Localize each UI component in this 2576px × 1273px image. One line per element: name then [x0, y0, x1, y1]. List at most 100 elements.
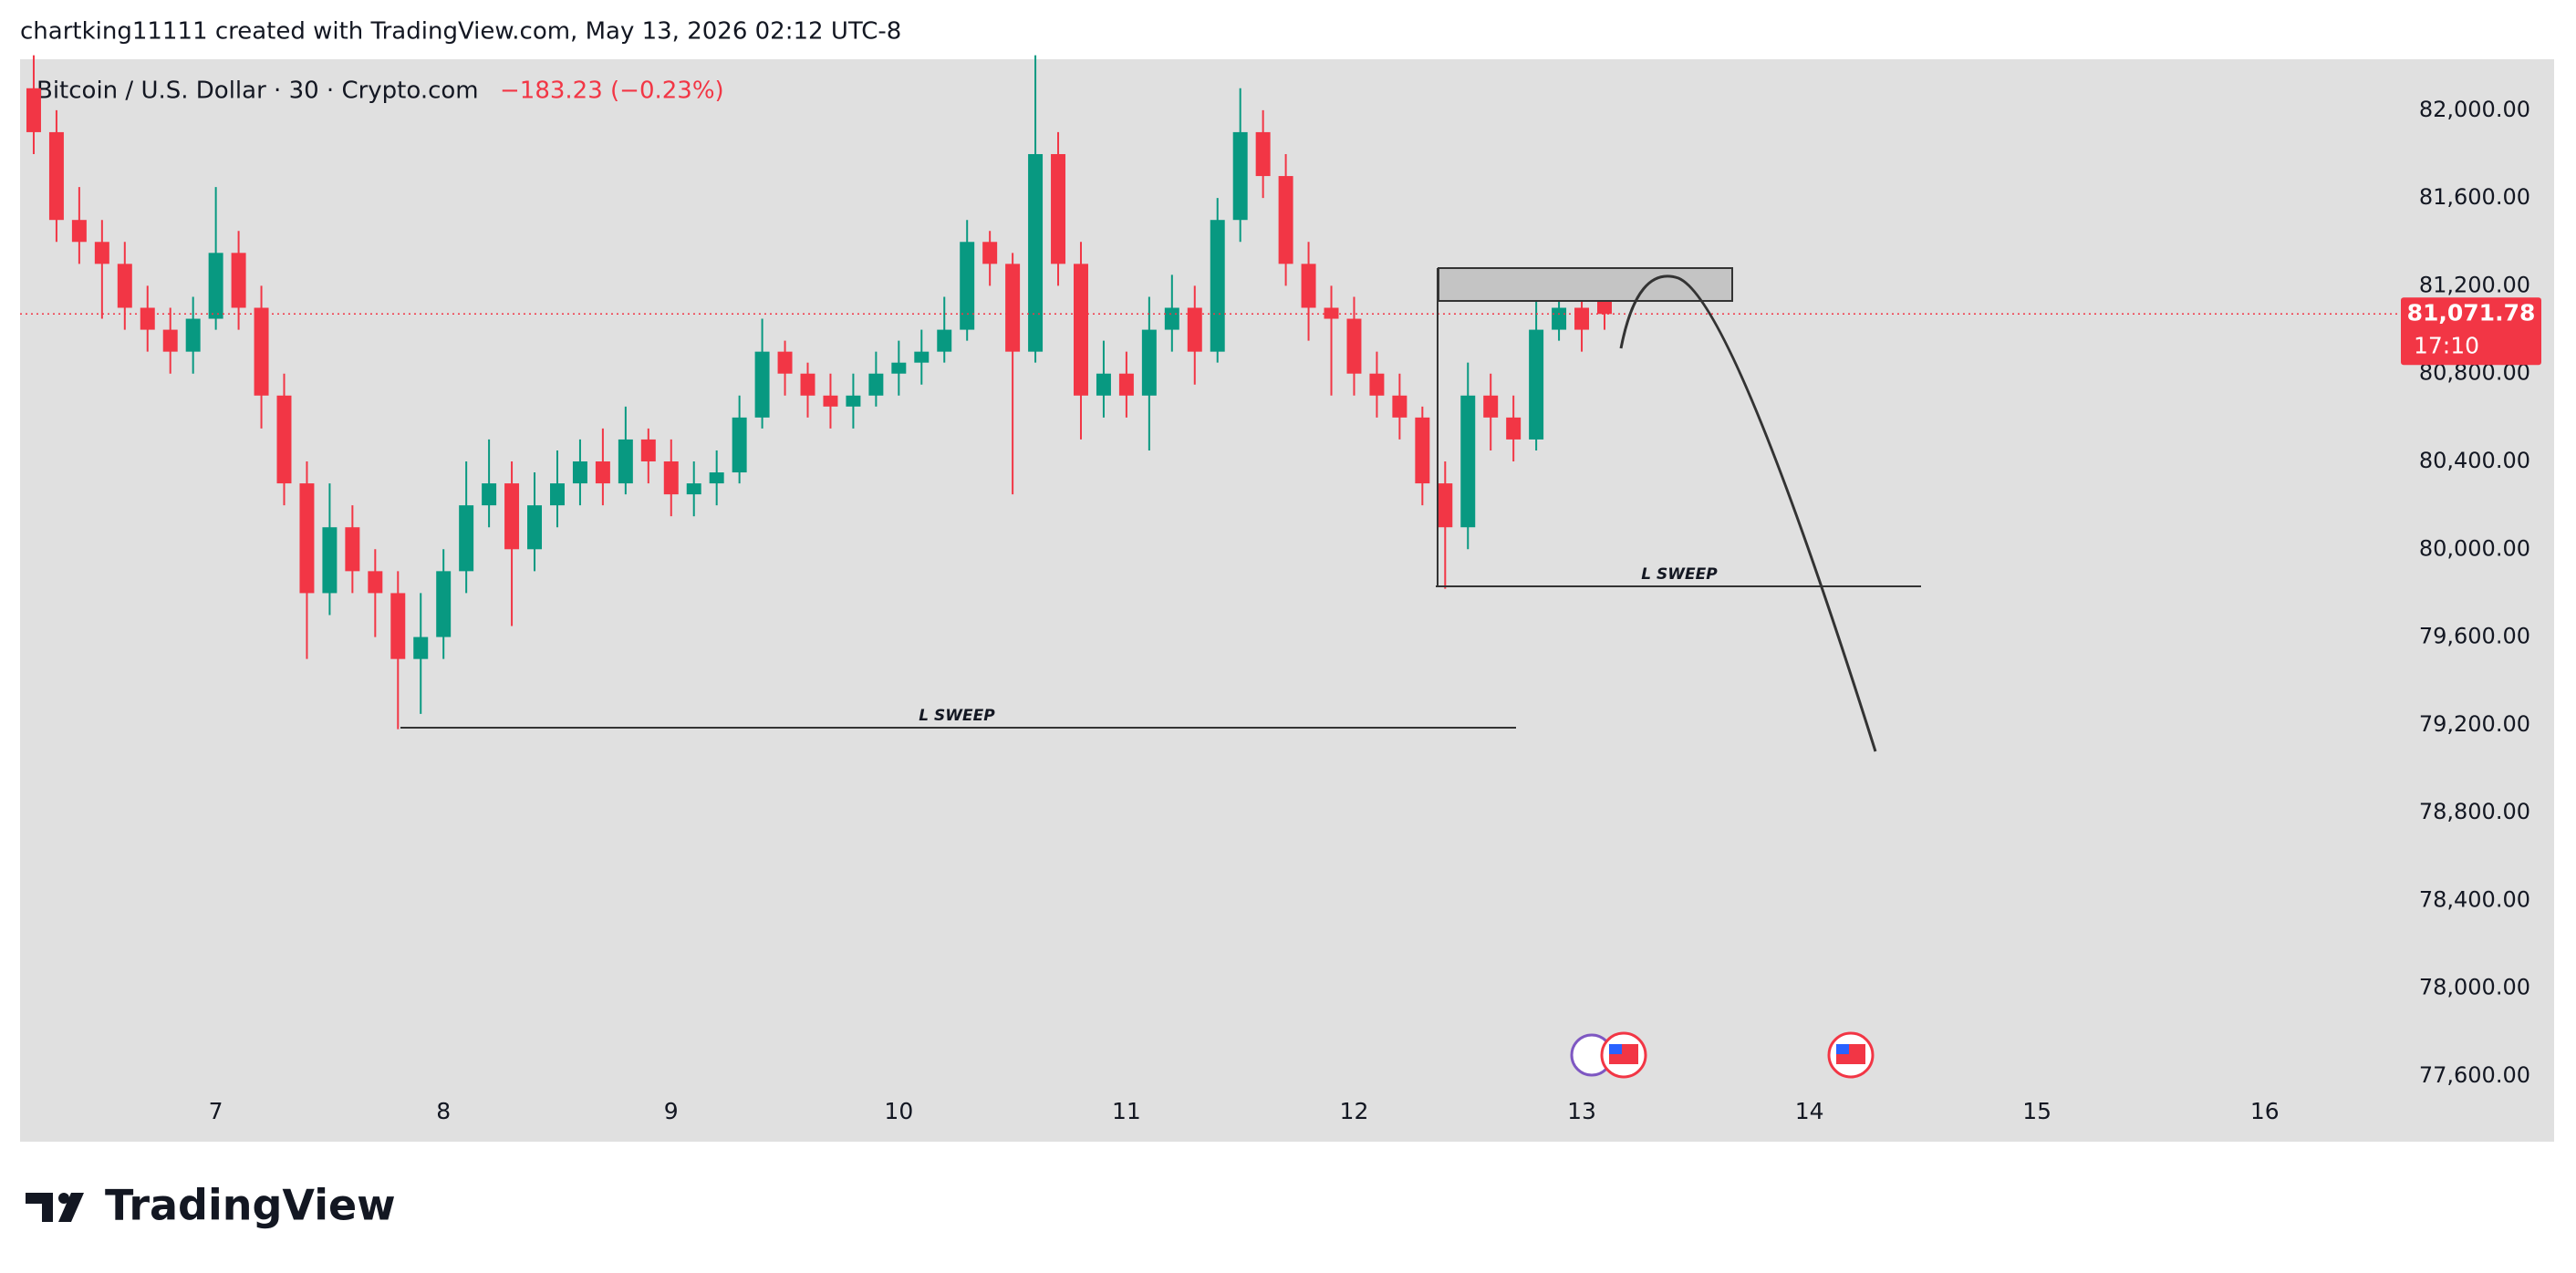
- candle-body: [1255, 131, 1271, 177]
- y-tick-label: 80,400.00: [2419, 448, 2530, 473]
- candle-body: [1392, 395, 1407, 418]
- candle-body: [117, 264, 132, 308]
- brand: TradingView: [105, 1181, 396, 1230]
- annotation: L SWEEP: [1641, 565, 1718, 584]
- candle-body: [1232, 131, 1248, 221]
- candle-body: [162, 329, 178, 352]
- candle-body: [368, 571, 383, 594]
- candle-body: [1096, 373, 1111, 396]
- candle-body: [1187, 307, 1202, 352]
- x-tick-label: 11: [1112, 1098, 1141, 1124]
- candle-body: [1005, 264, 1021, 352]
- candle-body: [640, 439, 656, 462]
- x-tick-label: 13: [1567, 1098, 1596, 1124]
- candle-body: [1346, 318, 1362, 374]
- candle-body: [1438, 483, 1453, 528]
- candle-body: [390, 593, 406, 659]
- candle-body: [322, 527, 338, 594]
- y-tick-label: 82,000.00: [2419, 97, 2530, 122]
- plot: 77,600.00 78,000.00 78,400.00 78,800.00 79,2…: [20, 55, 2541, 1142]
- symbol-title: Bitcoin / U.S. Dollar · 30 · Crypto.com: [36, 78, 479, 105]
- y-tick-label: 78,800.00: [2419, 799, 2530, 824]
- candle-body: [846, 395, 861, 407]
- candle-body: [1460, 395, 1476, 528]
- candle-body: [1324, 307, 1339, 319]
- x-tick-label: 15: [2022, 1098, 2051, 1124]
- candle-body: [1118, 373, 1134, 396]
- candle-body: [413, 636, 429, 659]
- candle-body: [185, 318, 201, 352]
- candle-body: [1278, 176, 1293, 264]
- event-icon[interactable]: [1570, 1031, 1647, 1079]
- candle-body: [254, 307, 269, 396]
- candle-body: [231, 253, 246, 308]
- candle-body: [94, 242, 109, 264]
- candle-body: [459, 505, 474, 572]
- candle-body: [800, 373, 815, 396]
- candle-body: [527, 505, 543, 550]
- x-tick-label: 14: [1795, 1098, 1824, 1124]
- candle-body: [618, 439, 633, 484]
- candle-body: [777, 351, 793, 374]
- y-tick-label: 79,600.00: [2419, 624, 2530, 649]
- brand-logo: [26, 1193, 84, 1222]
- candle-body: [140, 307, 155, 330]
- y-tick-label: 77,600.00: [2419, 1062, 2530, 1088]
- candle-body: [823, 395, 838, 407]
- candle-body: [1574, 307, 1590, 330]
- y-tick-label: 78,000.00: [2419, 975, 2530, 1000]
- candle-body: [276, 395, 292, 484]
- y-tick-label: 79,200.00: [2419, 711, 2530, 737]
- zone-box: [1438, 267, 1733, 302]
- event-icon[interactable]: [1827, 1031, 1875, 1079]
- y-tick-label: 81,600.00: [2419, 184, 2530, 210]
- candle-body: [732, 417, 747, 473]
- candle-body: [1301, 264, 1316, 308]
- candle-body: [208, 253, 223, 319]
- candle-body: [1210, 220, 1225, 352]
- candle-body: [549, 483, 565, 506]
- last-price-label: 81,071.78: [2407, 299, 2536, 326]
- y-tick-label: 78,400.00: [2419, 886, 2530, 912]
- y-tick-label: 80,000.00: [2419, 535, 2530, 561]
- candle-body: [709, 472, 724, 484]
- candle-body: [1369, 373, 1385, 396]
- countdown: 17:10: [2414, 332, 2479, 358]
- candle-body: [436, 571, 452, 637]
- y-tick-label: 81,200.00: [2419, 272, 2530, 297]
- candle-body: [663, 461, 679, 495]
- candle-body: [1529, 329, 1544, 440]
- candle-body: [1141, 329, 1157, 396]
- candle-body: [891, 362, 907, 374]
- price-change: −183.23 (−0.23%): [500, 78, 724, 105]
- candle-body: [26, 88, 41, 132]
- candle-body: [1164, 307, 1179, 330]
- candle-body: [572, 461, 587, 484]
- candle-body: [1051, 153, 1066, 264]
- candle-body: [914, 351, 930, 363]
- last-price-tag: [2401, 297, 2541, 366]
- candle-body: [937, 329, 952, 352]
- candle-body: [482, 483, 497, 506]
- candle-body: [48, 131, 64, 221]
- candle-body: [686, 483, 701, 495]
- x-tick-label: 16: [2250, 1098, 2280, 1124]
- candle-body: [595, 461, 610, 484]
- candle-body: [868, 373, 884, 396]
- candle-body: [71, 220, 87, 243]
- annotation: L SWEEP: [919, 707, 995, 725]
- candle-body: [754, 351, 770, 418]
- candle-body: [982, 242, 998, 264]
- candle-body: [1506, 417, 1522, 440]
- candle-body: [1483, 395, 1499, 418]
- candle-body: [1073, 264, 1088, 396]
- candle-body: [960, 242, 975, 330]
- x-tick-label: 7: [209, 1098, 223, 1124]
- attribution: chartking11111 created with TradingView.…: [20, 18, 901, 46]
- x-tick-label: 8: [436, 1098, 451, 1124]
- x-tick-label: 12: [1340, 1098, 1369, 1124]
- x-tick-label: 9: [664, 1098, 679, 1124]
- candle-body: [1415, 417, 1430, 484]
